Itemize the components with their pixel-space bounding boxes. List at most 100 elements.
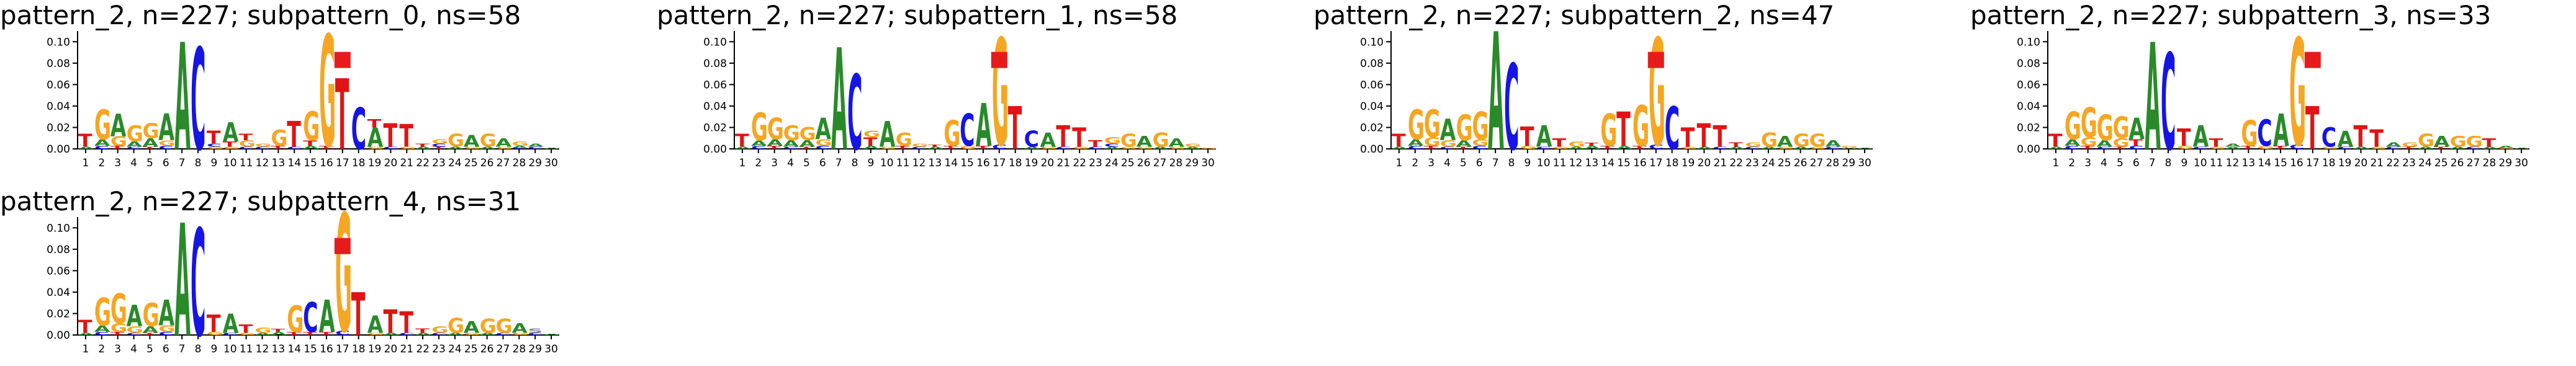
- logo-letter: C: [158, 145, 173, 150]
- logo-letter: A: [1184, 146, 1201, 150]
- logo-letter: G: [2257, 145, 2274, 150]
- x-tick-label: 11: [896, 157, 910, 169]
- logo-letter: T: [1520, 122, 1534, 152]
- x-tick-label: 14: [287, 343, 301, 355]
- logo-letter: G: [1569, 140, 1585, 149]
- logo-letter: C: [239, 146, 254, 150]
- logo-letter: T: [367, 117, 382, 131]
- logo-letter: C: [287, 146, 302, 150]
- logo-letter: C: [1649, 143, 1664, 150]
- x-tick-label: 14: [1601, 157, 1615, 169]
- logo-letter: T: [303, 139, 317, 148]
- x-tick-label: 16: [320, 157, 333, 169]
- logo-letter: G: [1424, 102, 1441, 146]
- logo-letter: T: [110, 145, 125, 150]
- y-tick-label: 0.00: [2017, 143, 2040, 156]
- logo-letter: G: [863, 129, 880, 140]
- logo-letter: A: [2482, 146, 2498, 150]
- x-tick-label: 15: [304, 157, 317, 169]
- x-tick-label: 2: [2068, 157, 2075, 169]
- logo-letter: G: [480, 131, 497, 151]
- x-tick-label: 3: [114, 157, 121, 169]
- logo-letter: T: [1424, 145, 1439, 150]
- logo-letter: G: [2112, 111, 2129, 146]
- logo-letter: A: [880, 114, 896, 155]
- logo-letter: C: [992, 143, 1007, 150]
- logo-letter: C: [528, 333, 543, 336]
- logo-letter: G: [142, 119, 159, 143]
- x-tick-label: 21: [2370, 157, 2384, 169]
- logo-letter: A: [415, 146, 432, 150]
- logo-letter: A: [1761, 146, 1778, 150]
- x-tick-label: 23: [432, 343, 446, 355]
- x-tick-label: 15: [2274, 157, 2287, 169]
- logo-letter: G: [943, 113, 960, 154]
- logo-letter: T: [287, 114, 301, 155]
- logo-letter: G: [1184, 143, 1201, 148]
- logo-letter: A: [223, 117, 239, 148]
- y-tick-label: 0.06: [47, 79, 70, 91]
- logo-panel: pattern_2, n=227; subpattern_0, ns=58 0.0…: [0, 0, 621, 184]
- logo-panel: pattern_2, n=227; subpattern_2, ns=47 0.0…: [1313, 0, 1934, 187]
- y-tick-label: 0.04: [47, 287, 70, 299]
- logo-letter: G: [2450, 133, 2467, 150]
- y-tick-label: 0.10: [1360, 36, 1384, 48]
- logo-letter: G: [2097, 108, 2114, 149]
- logo-letter: C: [1472, 145, 1487, 150]
- logo-letter: G: [110, 133, 127, 149]
- logo-letter: T: [943, 145, 958, 150]
- x-tick-label: 26: [480, 343, 494, 355]
- x-tick-label: 2: [1412, 157, 1418, 169]
- logo-letter: A: [480, 146, 497, 150]
- logo-letter: T: [1088, 139, 1102, 150]
- x-tick-label: 18: [2322, 157, 2336, 169]
- x-tick-label: 4: [130, 343, 137, 355]
- x-tick-label: 2: [98, 157, 105, 169]
- logo-letter: T: [2048, 131, 2063, 151]
- logo-letter: A: [1392, 146, 1408, 150]
- logo-letter: A: [2498, 145, 2515, 149]
- logo-letter: C: [1056, 146, 1071, 150]
- logo-letter: G: [1552, 146, 1569, 150]
- logo-letter: A: [1616, 145, 1633, 150]
- logo-letter: C: [383, 146, 398, 150]
- logo-letter: T: [78, 317, 92, 337]
- x-tick-label: 2: [98, 343, 105, 355]
- logo-letter: C: [207, 143, 222, 148]
- x-tick-label: 13: [272, 343, 286, 355]
- x-tick-label: 10: [1537, 157, 1551, 169]
- logo-letter: G: [223, 146, 240, 150]
- logo-letter: G: [1600, 106, 1617, 157]
- logo-letter: G: [431, 138, 448, 145]
- y-tick-label: 0.00: [703, 143, 727, 156]
- x-tick-label: 22: [416, 343, 430, 355]
- logo-letter: G: [127, 325, 143, 336]
- logo-letter: C: [2322, 122, 2336, 153]
- logo-letter: C: [158, 331, 173, 336]
- logo-letter: T: [799, 146, 814, 150]
- logo-letter: G: [271, 126, 287, 151]
- x-tick-label: 23: [2402, 157, 2416, 169]
- logo-letter: C: [2338, 146, 2353, 150]
- logo-letter: T: [927, 144, 942, 148]
- logo-letter: T: [2305, 94, 2320, 163]
- logo-letter: A: [1584, 145, 1600, 150]
- logo-letter: G: [207, 331, 223, 336]
- logo-letter: G: [496, 315, 513, 338]
- logo-letter: G: [1072, 146, 1089, 150]
- x-tick-label: 28: [513, 343, 526, 355]
- logo-letter: G: [1649, 8, 1665, 179]
- logo-letter: A: [1456, 139, 1472, 150]
- x-tick-label: 21: [1056, 157, 1070, 169]
- logo-letter: A: [255, 333, 272, 336]
- logo-letter: A: [2273, 106, 2289, 157]
- x-tick-label: 22: [2386, 157, 2400, 169]
- x-tick-label: 20: [1041, 157, 1055, 169]
- logo-letter: C: [960, 106, 975, 157]
- logo-letter: A: [142, 136, 158, 150]
- panel-title: pattern_2, n=227; subpattern_3, ns=33: [1970, 0, 2492, 30]
- x-tick-label: 3: [771, 157, 778, 169]
- x-tick-label: 12: [912, 157, 926, 169]
- marker-square: [1647, 51, 1664, 68]
- logo-letter: T: [863, 135, 878, 149]
